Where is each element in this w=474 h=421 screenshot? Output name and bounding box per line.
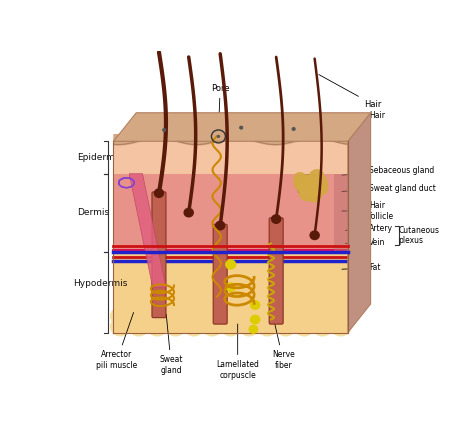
Circle shape bbox=[155, 189, 164, 197]
Text: Hair
follicle: Hair follicle bbox=[342, 201, 394, 221]
Circle shape bbox=[221, 307, 240, 325]
Text: Hypodermis: Hypodermis bbox=[73, 280, 128, 288]
Text: Vein: Vein bbox=[346, 238, 385, 247]
Circle shape bbox=[310, 170, 324, 183]
Circle shape bbox=[216, 221, 225, 230]
Circle shape bbox=[217, 135, 220, 138]
Text: Sweat
gland: Sweat gland bbox=[159, 314, 183, 375]
Circle shape bbox=[184, 307, 204, 325]
Circle shape bbox=[184, 208, 193, 217]
Circle shape bbox=[292, 128, 295, 130]
Circle shape bbox=[221, 317, 240, 336]
Text: Pore: Pore bbox=[211, 84, 229, 129]
Polygon shape bbox=[334, 174, 348, 251]
Circle shape bbox=[331, 307, 351, 325]
Text: Hair: Hair bbox=[319, 75, 381, 109]
Circle shape bbox=[257, 317, 277, 336]
Text: Epidermis: Epidermis bbox=[77, 153, 122, 162]
Circle shape bbox=[294, 173, 306, 184]
Circle shape bbox=[313, 307, 332, 325]
Text: Dermis: Dermis bbox=[77, 208, 109, 217]
Circle shape bbox=[331, 317, 351, 336]
Circle shape bbox=[297, 174, 324, 199]
Circle shape bbox=[276, 317, 296, 336]
Circle shape bbox=[184, 317, 204, 336]
Circle shape bbox=[314, 182, 328, 195]
Polygon shape bbox=[113, 251, 348, 333]
Circle shape bbox=[309, 174, 327, 191]
Circle shape bbox=[129, 317, 149, 336]
Text: Fat: Fat bbox=[342, 263, 380, 272]
Circle shape bbox=[239, 317, 259, 336]
Circle shape bbox=[298, 175, 323, 198]
Polygon shape bbox=[113, 113, 371, 141]
Circle shape bbox=[300, 187, 314, 201]
Circle shape bbox=[276, 307, 296, 325]
Polygon shape bbox=[129, 174, 166, 287]
Circle shape bbox=[313, 317, 332, 336]
Text: Artery: Artery bbox=[346, 224, 393, 233]
Circle shape bbox=[226, 260, 236, 269]
Circle shape bbox=[202, 317, 222, 336]
Circle shape bbox=[257, 307, 277, 325]
Circle shape bbox=[226, 283, 235, 291]
Circle shape bbox=[110, 317, 130, 336]
Circle shape bbox=[166, 307, 185, 325]
Circle shape bbox=[202, 307, 222, 325]
Circle shape bbox=[249, 325, 258, 333]
FancyBboxPatch shape bbox=[152, 192, 166, 317]
Circle shape bbox=[272, 215, 281, 223]
Circle shape bbox=[294, 176, 311, 191]
Circle shape bbox=[147, 317, 167, 336]
FancyBboxPatch shape bbox=[269, 218, 283, 324]
Polygon shape bbox=[113, 174, 348, 251]
Circle shape bbox=[129, 307, 149, 325]
Circle shape bbox=[110, 307, 130, 325]
Circle shape bbox=[294, 307, 314, 325]
Circle shape bbox=[306, 188, 322, 202]
Text: Arrector
pili muscle: Arrector pili muscle bbox=[96, 312, 137, 370]
Circle shape bbox=[147, 307, 167, 325]
Circle shape bbox=[163, 129, 165, 131]
Circle shape bbox=[240, 126, 243, 129]
Polygon shape bbox=[348, 113, 371, 333]
Text: Lamellated
corpuscle: Lamellated corpuscle bbox=[216, 324, 259, 379]
Circle shape bbox=[294, 317, 314, 336]
Text: Cutaneous
plexus: Cutaneous plexus bbox=[399, 226, 439, 245]
Text: Nerve
fiber: Nerve fiber bbox=[272, 317, 294, 370]
Circle shape bbox=[251, 301, 260, 309]
Polygon shape bbox=[113, 141, 348, 174]
Text: Sebaceous gland: Sebaceous gland bbox=[342, 166, 434, 175]
Text: Sweat gland duct: Sweat gland duct bbox=[342, 184, 436, 193]
Text: Hair: Hair bbox=[352, 111, 385, 120]
Circle shape bbox=[239, 307, 259, 325]
Circle shape bbox=[166, 317, 185, 336]
Circle shape bbox=[310, 231, 319, 240]
FancyBboxPatch shape bbox=[213, 224, 227, 324]
Circle shape bbox=[251, 315, 260, 324]
